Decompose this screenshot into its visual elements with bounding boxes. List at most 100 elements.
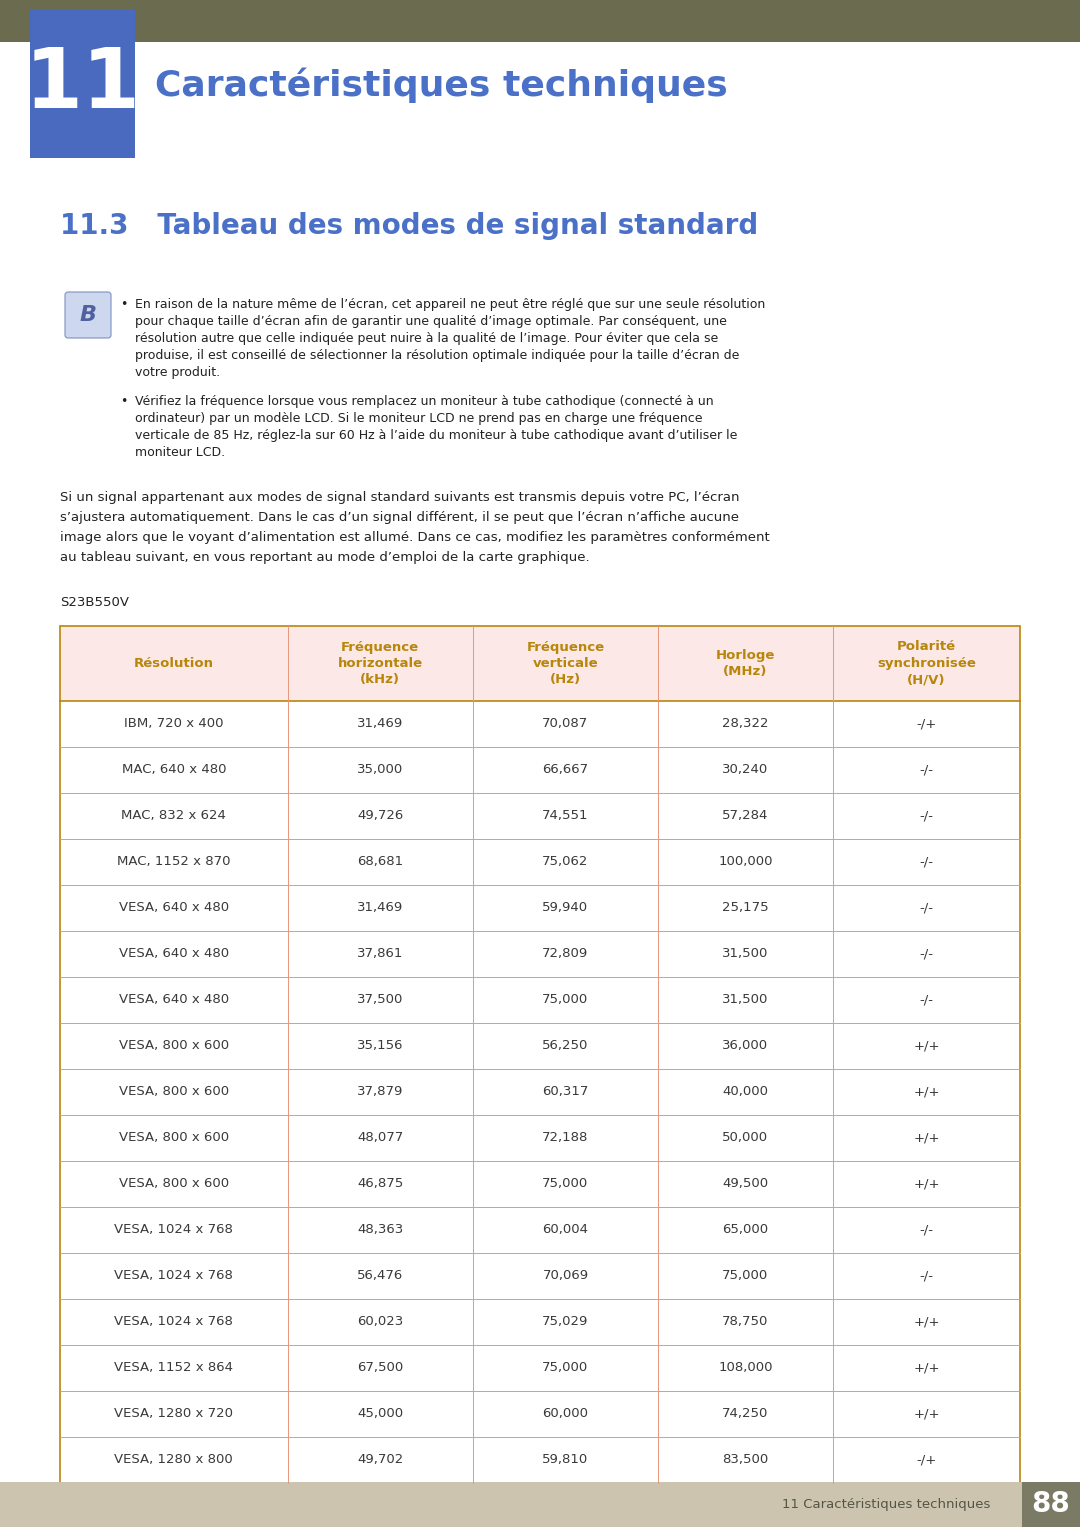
Text: 59,810: 59,810 bbox=[542, 1454, 589, 1466]
Text: 49,500: 49,500 bbox=[723, 1177, 769, 1191]
Text: VESA, 1024 x 768: VESA, 1024 x 768 bbox=[114, 1269, 233, 1283]
Text: +/+: +/+ bbox=[914, 1362, 940, 1374]
Text: Vérifiez la fréquence lorsque vous remplacez un moniteur à tube cathodique (conn: Vérifiez la fréquence lorsque vous rempl… bbox=[135, 395, 714, 408]
Text: 75,062: 75,062 bbox=[542, 855, 589, 869]
Text: VESA, 800 x 600: VESA, 800 x 600 bbox=[119, 1132, 229, 1145]
Bar bbox=[30, 11, 135, 157]
Text: 37,879: 37,879 bbox=[357, 1086, 403, 1098]
Text: 75,000: 75,000 bbox=[542, 1362, 589, 1374]
Text: produise, il est conseillé de sélectionner la résolution optimale indiquée pour : produise, il est conseillé de sélectionn… bbox=[135, 350, 740, 362]
Text: 30,240: 30,240 bbox=[723, 764, 769, 777]
Text: 49,702: 49,702 bbox=[357, 1454, 403, 1466]
Text: 48,077: 48,077 bbox=[357, 1132, 403, 1145]
Text: -/-: -/- bbox=[919, 994, 933, 1006]
Text: 35,156: 35,156 bbox=[356, 1040, 404, 1052]
Text: 31,500: 31,500 bbox=[723, 994, 769, 1006]
Text: 75,000: 75,000 bbox=[542, 1177, 589, 1191]
Text: 74,551: 74,551 bbox=[542, 809, 589, 823]
Text: VESA, 640 x 480: VESA, 640 x 480 bbox=[119, 947, 229, 960]
Text: 49,726: 49,726 bbox=[357, 809, 403, 823]
Text: 35,000: 35,000 bbox=[357, 764, 403, 777]
Text: 11.3   Tableau des modes de signal standard: 11.3 Tableau des modes de signal standar… bbox=[60, 212, 758, 240]
Text: ordinateur) par un modèle LCD. Si le moniteur LCD ne prend pas en charge une fré: ordinateur) par un modèle LCD. Si le mon… bbox=[135, 412, 702, 425]
Text: VESA, 1280 x 720: VESA, 1280 x 720 bbox=[114, 1408, 233, 1420]
Text: VESA, 800 x 600: VESA, 800 x 600 bbox=[119, 1040, 229, 1052]
Text: 75,000: 75,000 bbox=[723, 1269, 769, 1283]
Text: 72,188: 72,188 bbox=[542, 1132, 589, 1145]
Bar bbox=[60, 931, 1020, 977]
Text: MAC, 832 x 624: MAC, 832 x 624 bbox=[121, 809, 226, 823]
Bar bbox=[60, 1115, 1020, 1161]
Text: 36,000: 36,000 bbox=[723, 1040, 769, 1052]
Text: VESA, 1024 x 768: VESA, 1024 x 768 bbox=[114, 1315, 233, 1328]
Text: image alors que le voyant d’alimentation est allumé. Dans ce cas, modifiez les p: image alors que le voyant d’alimentation… bbox=[60, 531, 770, 544]
Text: S23B550V: S23B550V bbox=[60, 596, 129, 609]
Text: 66,667: 66,667 bbox=[542, 764, 589, 777]
Text: VESA, 1280 x 800: VESA, 1280 x 800 bbox=[114, 1454, 233, 1466]
Text: -/-: -/- bbox=[919, 1269, 933, 1283]
Text: -/+: -/+ bbox=[916, 1454, 936, 1466]
Text: Résolution: Résolution bbox=[134, 657, 214, 670]
Text: s’ajustera automatiquement. Dans le cas d’un signal différent, il se peut que l’: s’ajustera automatiquement. Dans le cas … bbox=[60, 512, 739, 524]
FancyBboxPatch shape bbox=[65, 292, 111, 337]
Text: 78,750: 78,750 bbox=[723, 1315, 769, 1328]
Text: 60,004: 60,004 bbox=[542, 1223, 589, 1237]
Bar bbox=[60, 1299, 1020, 1345]
Bar bbox=[60, 1391, 1020, 1437]
Text: 50,000: 50,000 bbox=[723, 1132, 769, 1145]
Text: +/+: +/+ bbox=[914, 1177, 940, 1191]
Text: 57,284: 57,284 bbox=[723, 809, 769, 823]
Text: 74,250: 74,250 bbox=[723, 1408, 769, 1420]
Text: 70,069: 70,069 bbox=[542, 1269, 589, 1283]
Text: -/-: -/- bbox=[919, 764, 933, 777]
Text: 60,317: 60,317 bbox=[542, 1086, 589, 1098]
Text: 37,500: 37,500 bbox=[357, 994, 403, 1006]
Text: B: B bbox=[80, 305, 96, 325]
Text: Caractéristiques techniques: Caractéristiques techniques bbox=[156, 67, 728, 102]
Bar bbox=[60, 1345, 1020, 1391]
Text: MAC, 640 x 480: MAC, 640 x 480 bbox=[122, 764, 226, 777]
Text: +/+: +/+ bbox=[914, 1315, 940, 1328]
Text: 48,363: 48,363 bbox=[357, 1223, 403, 1237]
Text: 59,940: 59,940 bbox=[542, 901, 589, 915]
Text: VESA, 640 x 480: VESA, 640 x 480 bbox=[119, 994, 229, 1006]
Text: -/-: -/- bbox=[919, 947, 933, 960]
Bar bbox=[60, 1023, 1020, 1069]
Text: 67,500: 67,500 bbox=[357, 1362, 403, 1374]
Bar bbox=[60, 1437, 1020, 1483]
Text: résolution autre que celle indiquée peut nuire à la qualité de l’image. Pour évi: résolution autre que celle indiquée peut… bbox=[135, 331, 718, 345]
Text: 31,469: 31,469 bbox=[357, 718, 403, 730]
Text: 28,322: 28,322 bbox=[723, 718, 769, 730]
Text: 100,000: 100,000 bbox=[718, 855, 772, 869]
Text: VESA, 800 x 600: VESA, 800 x 600 bbox=[119, 1086, 229, 1098]
Text: Fréquence
verticale
(Hz): Fréquence verticale (Hz) bbox=[526, 640, 605, 687]
Text: 40,000: 40,000 bbox=[723, 1086, 769, 1098]
Text: •: • bbox=[120, 298, 127, 312]
Text: 83,500: 83,500 bbox=[723, 1454, 769, 1466]
Text: 31,500: 31,500 bbox=[723, 947, 769, 960]
Text: 56,476: 56,476 bbox=[357, 1269, 403, 1283]
Text: VESA, 640 x 480: VESA, 640 x 480 bbox=[119, 901, 229, 915]
Bar bbox=[60, 626, 1020, 1483]
Bar bbox=[60, 1206, 1020, 1254]
Text: 68,681: 68,681 bbox=[357, 855, 403, 869]
Bar bbox=[60, 1161, 1020, 1206]
Text: VESA, 1024 x 768: VESA, 1024 x 768 bbox=[114, 1223, 233, 1237]
Text: VESA, 800 x 600: VESA, 800 x 600 bbox=[119, 1177, 229, 1191]
Bar bbox=[60, 977, 1020, 1023]
Text: -/-: -/- bbox=[919, 1223, 933, 1237]
Text: 56,250: 56,250 bbox=[542, 1040, 589, 1052]
Text: 70,087: 70,087 bbox=[542, 718, 589, 730]
Text: MAC, 1152 x 870: MAC, 1152 x 870 bbox=[117, 855, 230, 869]
Text: 37,861: 37,861 bbox=[357, 947, 403, 960]
Text: -/-: -/- bbox=[919, 809, 933, 823]
Text: Si un signal appartenant aux modes de signal standard suivants est transmis depu: Si un signal appartenant aux modes de si… bbox=[60, 492, 740, 504]
Text: En raison de la nature même de l’écran, cet appareil ne peut être réglé que sur : En raison de la nature même de l’écran, … bbox=[135, 298, 766, 312]
Text: +/+: +/+ bbox=[914, 1408, 940, 1420]
Text: 60,000: 60,000 bbox=[542, 1408, 589, 1420]
Text: 25,175: 25,175 bbox=[723, 901, 769, 915]
Text: -/-: -/- bbox=[919, 855, 933, 869]
Bar bbox=[0, 0, 1080, 43]
Text: +/+: +/+ bbox=[914, 1086, 940, 1098]
Text: 46,875: 46,875 bbox=[357, 1177, 403, 1191]
